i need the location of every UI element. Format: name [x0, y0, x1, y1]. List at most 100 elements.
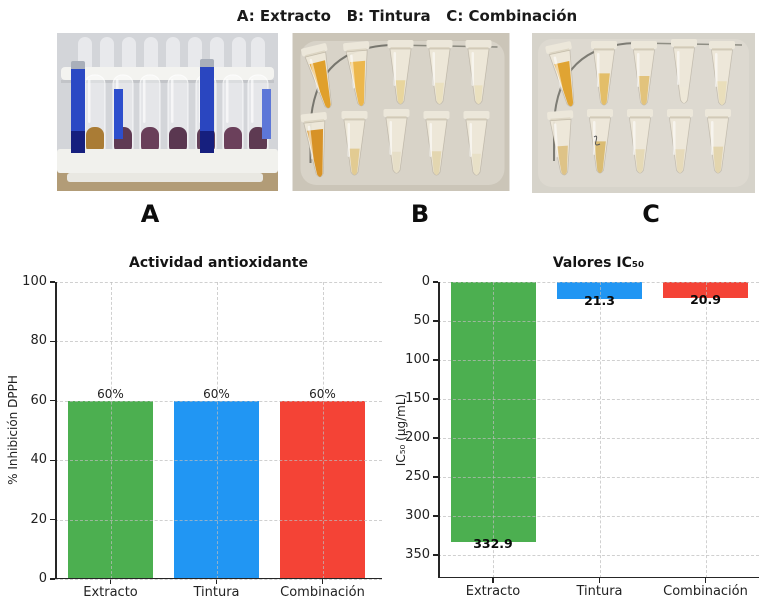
back-tube	[232, 37, 246, 75]
y-tick-mark	[433, 476, 438, 478]
tube-highlight	[673, 121, 676, 155]
photo-label-c: C	[642, 200, 660, 228]
rack-base	[57, 149, 278, 173]
test-tube	[167, 74, 189, 158]
tube-liquid	[594, 141, 606, 173]
y-tick-mark	[433, 515, 438, 517]
microtube	[547, 110, 574, 176]
tube-highlight	[347, 123, 350, 157]
tube-rim	[429, 47, 450, 50]
y-tick-mark	[50, 281, 55, 283]
bar-value-label: 60%	[97, 386, 124, 401]
microtube	[671, 39, 697, 104]
microtubes-image-b	[292, 33, 510, 191]
x-tick-mark	[598, 578, 601, 583]
y-tick-mark	[50, 459, 55, 461]
microtube	[591, 41, 617, 106]
tube-highlight	[393, 52, 396, 86]
x-tick-mark	[215, 579, 218, 584]
microtube	[631, 41, 657, 106]
gridline-horizontal	[438, 321, 759, 322]
blue-rack-rods	[71, 59, 271, 153]
gridline-horizontal	[438, 282, 759, 283]
tube-highlight	[350, 54, 356, 89]
microtubes	[545, 39, 735, 176]
y-tick-mark	[50, 400, 55, 402]
tube-cap	[587, 109, 613, 117]
microtube	[383, 109, 410, 174]
tube-cap	[545, 41, 572, 54]
gridline-vertical	[493, 282, 494, 578]
x-axis-spine	[438, 576, 759, 578]
tube-highlight	[226, 79, 229, 123]
tube-highlight	[389, 121, 392, 155]
tube-liquid	[712, 146, 724, 173]
microtube	[343, 41, 370, 107]
tube-highlight	[309, 58, 320, 92]
tube-cap	[705, 109, 731, 117]
tube-liquid	[598, 73, 610, 105]
rack-top-rail	[61, 67, 274, 80]
plot-area-ic50: 332.9 21.3 20.9 0 50 100 150 200 250 300 350 Extrac…	[405, 274, 759, 599]
tube-cap	[709, 41, 735, 49]
y-axis-spine	[55, 282, 57, 579]
microtube	[709, 41, 735, 106]
y-axis-label-dpph: % Inhibición DPPH	[6, 375, 20, 485]
tube-highlight	[597, 53, 600, 87]
photo-label-b: B	[410, 200, 430, 228]
gridline-horizontal	[55, 341, 382, 343]
bar-value-label: 21.3	[584, 292, 615, 308]
tube-cap	[465, 40, 492, 48]
back-tube	[166, 37, 180, 75]
gridline-horizontal	[55, 519, 382, 521]
tube-cap	[547, 110, 574, 120]
tube-liquid	[556, 145, 568, 175]
tube-rim	[634, 48, 654, 51]
microtube	[463, 111, 490, 176]
rail-shadow	[61, 80, 274, 83]
tube-liquid	[169, 127, 187, 154]
test-tube	[222, 74, 244, 158]
tube-cap	[341, 111, 368, 119]
tube-cap	[463, 111, 490, 119]
tube-liquid	[675, 149, 685, 173]
tube-rim	[674, 46, 694, 49]
gridline-vertical	[110, 282, 112, 579]
tube-highlight	[432, 52, 435, 86]
y-tick-label: 100	[405, 352, 430, 367]
tube-liquid	[392, 151, 401, 173]
tube-cap	[667, 109, 693, 117]
y-tick-label: 60	[30, 392, 47, 408]
photo-a-extracto	[57, 33, 278, 191]
x-tick-mark	[321, 579, 324, 584]
tube-rim	[594, 48, 614, 51]
microtubes-image-c	[532, 33, 755, 193]
tube-rim	[590, 116, 610, 119]
bar-value-label: 60%	[203, 386, 230, 401]
tube-liquid	[86, 127, 104, 154]
microtube	[465, 40, 492, 105]
tube-highlight	[637, 53, 640, 87]
tube-rim	[670, 116, 690, 119]
tube-cap	[301, 43, 328, 57]
y-tick-label: 0	[38, 571, 47, 586]
tube-rim	[708, 116, 728, 119]
tube-liquid	[638, 76, 650, 105]
tube-highlight	[171, 79, 174, 123]
tube-liquid	[474, 85, 483, 104]
microtube	[301, 43, 332, 109]
tube-highlight	[307, 125, 314, 160]
tube-cap	[423, 111, 450, 119]
microtubes	[300, 40, 492, 178]
y-tick-mark	[50, 578, 55, 580]
tube-liquid	[431, 151, 442, 175]
tube-rim	[630, 116, 650, 119]
tube-rim	[466, 118, 487, 121]
gridline-horizontal	[438, 438, 759, 439]
tube-highlight	[88, 79, 91, 123]
tube-rim	[468, 47, 489, 50]
microtube	[341, 111, 368, 176]
tube-liquid	[141, 127, 159, 154]
gridline-horizontal	[438, 360, 759, 361]
